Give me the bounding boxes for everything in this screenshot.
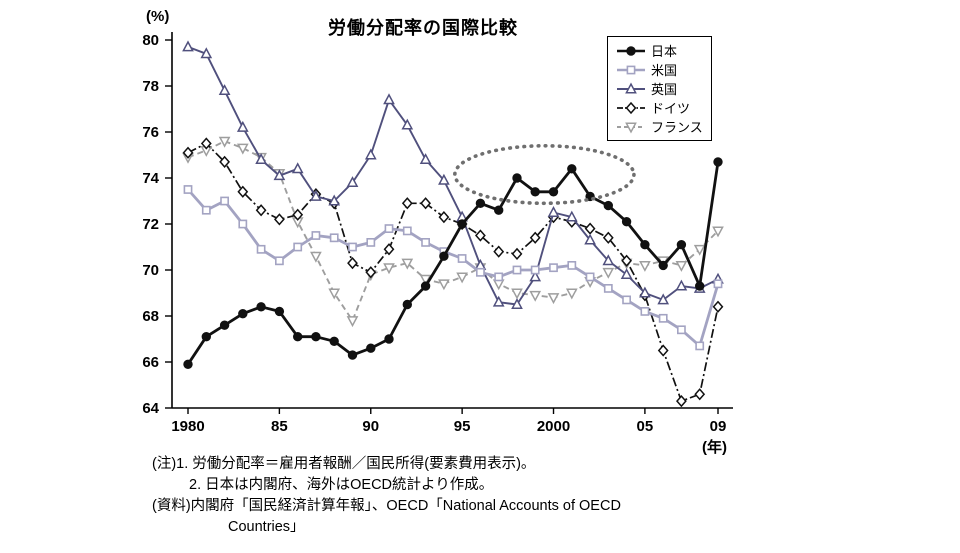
- legend-sample-usa-icon: [617, 65, 645, 74]
- legend-label-japan: 日本: [651, 44, 678, 59]
- chart-canvas: 80 78 76 74 72 70 68 66 64 1980 85 90 95 2000 05 09: [142, 32, 733, 435]
- legend-item-japan: 日本: [616, 42, 703, 59]
- legend-item-usa: 米国: [616, 61, 703, 78]
- x-tick-label: 05: [637, 418, 654, 435]
- series-germany-markers: [182, 137, 724, 408]
- legend-label-usa: 米国: [651, 63, 678, 78]
- legend-item-uk: 英国: [616, 80, 703, 97]
- legend-sample-germany-icon: [617, 101, 645, 114]
- y-tick-label: 64: [142, 400, 159, 417]
- series-germany-line: [187, 142, 719, 402]
- y-tick-label: 70: [142, 262, 159, 279]
- series-usa-markers: [183, 185, 723, 351]
- series-uk-markers: [182, 40, 724, 309]
- y-axis-unit-label: (%): [146, 8, 170, 25]
- legend-label-france: フランス: [651, 120, 703, 135]
- series-japan-markers: [183, 157, 723, 369]
- source-notes: (注)1. 労働分配率＝雇用者報酬／国民所得(要素費用表示)。 2. 日本は内閣…: [152, 454, 621, 538]
- series-france-line: [187, 140, 719, 322]
- highlight-ellipse-annotation: [453, 144, 636, 206]
- x-tick-label: 85: [271, 418, 288, 435]
- y-tick-label: 66: [142, 354, 159, 371]
- note-line-2: 2. 日本は内閣府、海外はOECD統計より作成。: [189, 477, 494, 493]
- y-tick-label: 78: [142, 78, 159, 95]
- x-tick-label: 1980: [171, 418, 204, 435]
- chart-title: 労働分配率の国際比較: [328, 18, 518, 38]
- series-japan-line: [186, 161, 720, 366]
- x-tick-label: 2000: [537, 418, 570, 435]
- legend-item-germany: ドイツ: [616, 99, 703, 116]
- y-tick-label: 76: [142, 124, 159, 141]
- y-tick-label: 72: [142, 216, 159, 233]
- note-line-3: (資料)内閣府「国民経済計算年報」、OECD「National Accounts…: [152, 498, 621, 514]
- legend-item-france: フランス: [616, 118, 703, 135]
- legend-label-germany: ドイツ: [651, 101, 691, 116]
- legend: 日本米国英国ドイツフランス: [607, 36, 712, 141]
- y-tick-label: 80: [142, 32, 159, 49]
- x-tick-label: 09: [710, 418, 727, 435]
- legend-sample-uk-icon: [617, 82, 645, 93]
- x-axis-unit-label: (年): [702, 439, 727, 456]
- y-tick-label: 68: [142, 308, 159, 325]
- legend-sample-japan-icon: [617, 45, 645, 56]
- x-tick-label: 90: [362, 418, 379, 435]
- legend-label-uk: 英国: [651, 82, 678, 97]
- x-tick-label: 95: [454, 418, 471, 435]
- y-tick-label: 74: [142, 170, 159, 187]
- note-line-1: (注)1. 労働分配率＝雇用者報酬／国民所得(要素費用表示)。: [152, 456, 536, 472]
- note-line-4: Countries」: [228, 519, 305, 535]
- legend-sample-france-icon: [617, 122, 645, 133]
